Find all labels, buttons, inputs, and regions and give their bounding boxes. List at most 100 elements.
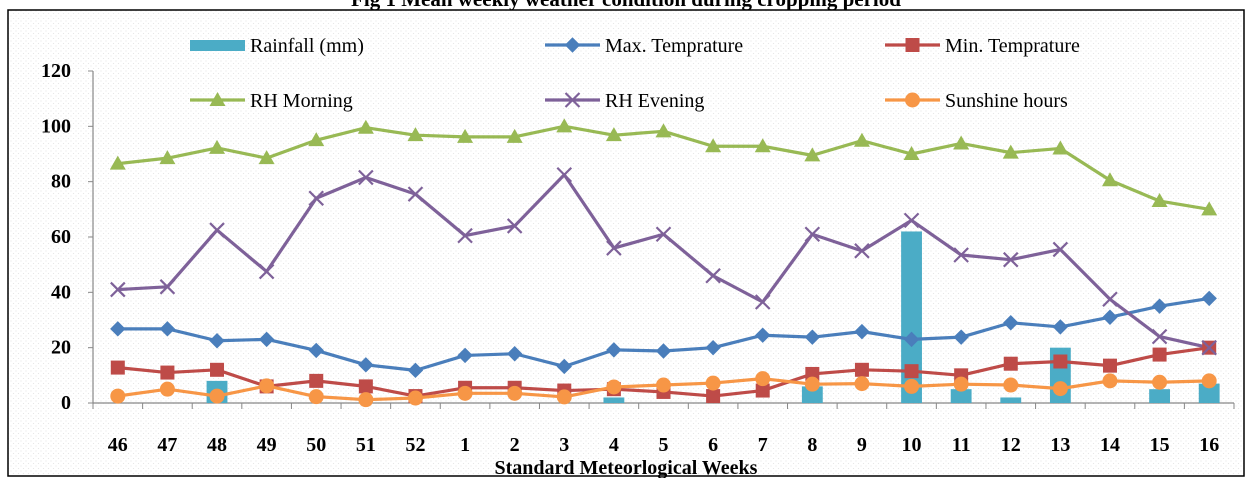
y-tick-label: 40 xyxy=(51,281,71,303)
x-tick-label: 11 xyxy=(952,434,971,456)
x-tick-label: 13 xyxy=(1050,434,1070,456)
legend-marker xyxy=(209,92,226,106)
min-temprature-point xyxy=(160,365,175,380)
rainfall-mm-bar xyxy=(1149,389,1171,403)
min-temprature-point xyxy=(110,360,125,375)
rh-evening-point xyxy=(804,226,821,243)
y-tick-label: 100 xyxy=(41,115,71,137)
rh-evening-point xyxy=(1151,328,1168,345)
rh-evening-point xyxy=(606,240,622,256)
sunshine-hours-point xyxy=(556,389,572,405)
x-tick-label: 51 xyxy=(356,434,376,456)
sunshine-hours-point xyxy=(904,378,920,394)
x-tick-label: 46 xyxy=(108,434,128,456)
rh-morning-point xyxy=(407,127,424,142)
x-tick-label: 14 xyxy=(1100,434,1120,456)
min-temprature-point xyxy=(358,379,373,394)
legend-item-rainfall-mm: Rainfall (mm) xyxy=(190,35,364,57)
max-temprature-point xyxy=(854,323,870,340)
legend-marker xyxy=(905,92,920,108)
rh-evening-point xyxy=(903,212,920,229)
legend-item-max-temprature: Max. Temprature xyxy=(545,35,743,57)
x-tick-label: 10 xyxy=(902,434,922,456)
rh-morning-point xyxy=(457,128,474,143)
rh-morning-point xyxy=(357,119,374,134)
rh-morning-point xyxy=(1101,172,1118,187)
rh-morning-point xyxy=(605,127,622,142)
x-tick-label: 50 xyxy=(306,434,326,456)
rainfall-mm-bar xyxy=(901,231,922,403)
max-temprature-point xyxy=(457,347,473,364)
rainfall-mm-bar xyxy=(1198,383,1220,403)
rh-evening-point xyxy=(1201,339,1217,356)
rh-morning-point xyxy=(1151,193,1168,208)
sunshine-hours-point xyxy=(507,385,523,401)
x-tick-label: 15 xyxy=(1150,434,1170,456)
rainfall-mm-bar xyxy=(801,386,823,403)
y-tick-label: 120 xyxy=(41,60,71,82)
rh-evening-point xyxy=(407,186,424,202)
x-tick-label: 7 xyxy=(758,434,768,456)
legend-swatch xyxy=(190,40,245,51)
x-tick-label: 4 xyxy=(609,434,619,456)
max-temprature-point xyxy=(209,333,225,349)
sunshine-hours-point xyxy=(953,376,969,392)
sunshine-hours-point xyxy=(1152,374,1168,390)
y-tick-label: 20 xyxy=(51,337,71,359)
rainfall-mm-bar xyxy=(603,397,625,403)
max-temprature-point xyxy=(506,346,523,362)
x-tick-label: 9 xyxy=(857,434,867,456)
sunshine-hours-point xyxy=(1102,373,1118,389)
sunshine-hours-point xyxy=(358,392,374,408)
sunshine-hours-point xyxy=(110,388,126,404)
x-tick-label: 12 xyxy=(1001,434,1021,456)
rh-morning-point xyxy=(754,138,771,153)
rh-evening-point xyxy=(705,267,721,284)
x-tick-label: 3 xyxy=(559,434,569,456)
chart-background xyxy=(7,9,1245,477)
legend-label: Rainfall (mm) xyxy=(250,35,364,57)
rh-morning-point xyxy=(705,138,722,153)
x-tick-label: 8 xyxy=(807,434,817,456)
min-temprature-point xyxy=(706,389,721,404)
y-tick-label: 80 xyxy=(51,171,71,193)
rh-morning-point xyxy=(655,123,672,138)
series-markers xyxy=(109,118,1218,408)
max-temprature-point xyxy=(755,327,771,343)
rh-morning-point xyxy=(209,139,226,154)
sunshine-hours-point xyxy=(854,376,870,392)
rh-evening-point xyxy=(556,166,573,183)
rh-evening-point xyxy=(754,294,771,310)
min-temprature-point xyxy=(755,383,770,398)
rh-evening-point xyxy=(953,247,969,263)
max-temprature-point xyxy=(159,321,176,337)
x-tick-label: 49 xyxy=(257,434,277,456)
max-temprature-point xyxy=(358,357,374,373)
y-tick-label: 0 xyxy=(61,392,71,414)
x-axis-label: Standard Meteorlogical Weeks xyxy=(495,457,758,478)
sunshine-hours-point xyxy=(755,371,771,387)
max-temprature-point xyxy=(655,343,672,359)
rh-evening-point xyxy=(159,279,176,295)
sunshine-hours-point xyxy=(308,389,324,405)
min-temprature-point xyxy=(1003,356,1018,371)
rh-evening-point xyxy=(1052,241,1069,258)
sunshine-hours-point xyxy=(705,375,721,391)
legend-marker xyxy=(564,37,581,53)
rh-morning-point xyxy=(804,147,821,162)
rh-evening-point xyxy=(506,218,523,234)
rh-morning-point xyxy=(506,128,523,143)
max-temprature-point xyxy=(1201,290,1217,307)
max-temprature-point xyxy=(1052,319,1069,335)
max-temprature-point xyxy=(258,331,275,348)
chart-title: Fig 1 Mean weekly weather condition duri… xyxy=(351,0,901,11)
legend-item-min-temprature: Min. Temprature xyxy=(885,35,1080,57)
x-tick-label: 1 xyxy=(460,434,470,456)
sunshine-hours-point xyxy=(407,390,423,406)
rh-evening-point xyxy=(258,263,275,280)
max-temprature-point xyxy=(606,342,622,358)
max-temprature-point xyxy=(1003,315,1019,331)
max-temprature-point xyxy=(903,331,920,348)
x-tick-label: 47 xyxy=(157,434,177,456)
